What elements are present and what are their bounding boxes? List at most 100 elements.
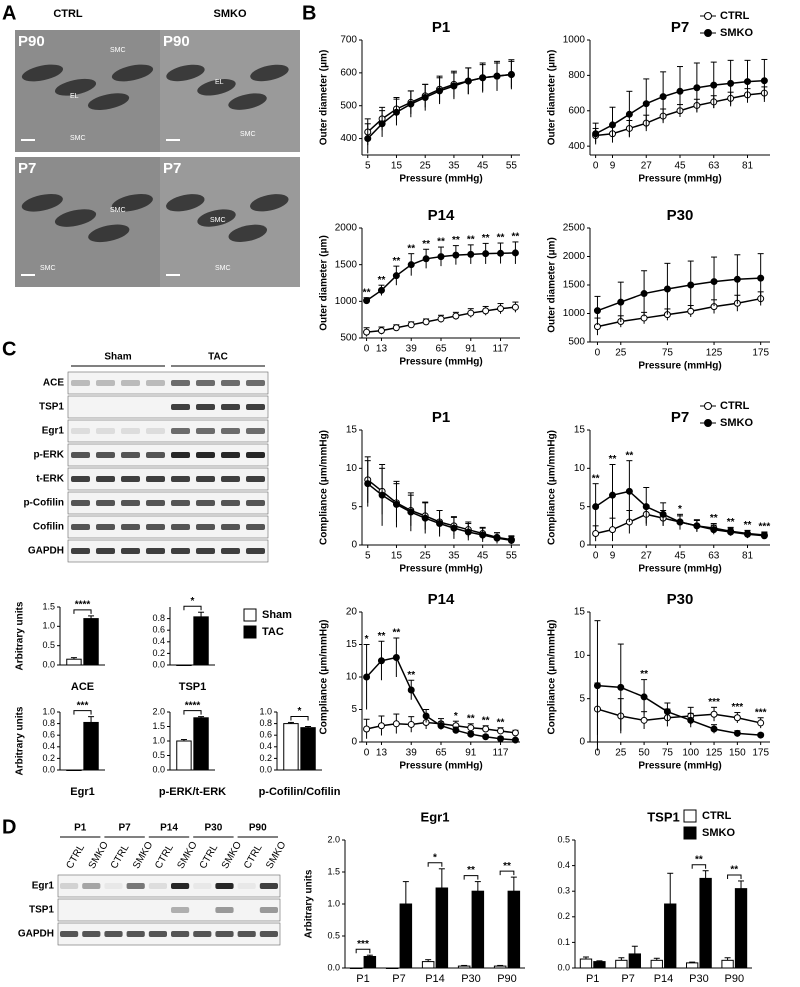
tissue-label: EL — [70, 93, 79, 100]
blot-band — [171, 548, 190, 554]
y-tick-label: 0.2 — [557, 911, 570, 921]
blot-row-label: Egr1 — [32, 881, 55, 892]
lane-label: SMKO — [175, 840, 199, 871]
point — [593, 682, 601, 690]
significance: ** — [497, 717, 505, 728]
point — [687, 281, 695, 289]
x-tick-label: 117 — [493, 344, 509, 355]
significance: ** — [378, 275, 386, 286]
significance: ** — [482, 233, 490, 244]
y-tick-label: 700 — [340, 35, 357, 46]
blot-band — [121, 476, 140, 482]
significance: *** — [759, 522, 771, 533]
stage-label: P90 — [18, 33, 45, 50]
x-tick-label: P7 — [392, 973, 405, 985]
blot-band — [246, 476, 265, 482]
significance-bracket — [727, 874, 742, 879]
point — [592, 503, 600, 511]
blot-band — [215, 883, 234, 889]
y-tick-label: 0.5 — [42, 640, 55, 650]
significance: *** — [708, 697, 720, 708]
micrograph-texture — [54, 209, 97, 227]
blot-band — [71, 428, 90, 434]
stage-label: P7 — [18, 160, 36, 177]
y-tick-label: 600 — [340, 67, 357, 78]
significance: ** — [727, 517, 735, 528]
x-tick-label: 81 — [742, 551, 754, 562]
y-tick-label: 2000 — [335, 223, 358, 234]
x-tick-label: 150 — [729, 748, 746, 759]
stage-label: P14 — [160, 823, 178, 834]
significance: ** — [592, 473, 600, 484]
significance: **** — [75, 600, 91, 611]
significance: ** — [422, 239, 430, 250]
significance: *** — [77, 700, 89, 711]
blot-band — [121, 380, 140, 386]
legend-label: CTRL — [720, 400, 750, 412]
blot-band — [171, 452, 190, 458]
legend-swatch — [243, 625, 257, 639]
blot-band — [121, 548, 140, 554]
point — [363, 673, 371, 681]
point — [617, 683, 625, 691]
point — [676, 87, 684, 95]
blot-row-label: GAPDH — [28, 546, 64, 557]
point — [744, 78, 751, 86]
point — [467, 250, 475, 258]
point — [422, 712, 430, 720]
legend-swatch — [683, 826, 697, 840]
blot-band — [82, 931, 101, 937]
point — [511, 729, 519, 737]
y-tick-label: 1.0 — [42, 706, 55, 716]
blot-band — [96, 476, 115, 482]
significance: * — [191, 596, 195, 607]
group-label: Sham — [104, 352, 131, 363]
point — [609, 121, 616, 129]
point — [727, 528, 735, 536]
significance: ** — [710, 513, 718, 524]
x-tick-label: 0 — [595, 348, 601, 359]
lane-label: CTRL — [109, 842, 132, 870]
y-tick-label: 0.4 — [557, 860, 570, 870]
x-axis-title: Pressure (mmHg) — [638, 361, 721, 372]
point — [392, 272, 400, 280]
x-tick-label: 0 — [595, 748, 601, 759]
micrograph-texture — [21, 193, 63, 212]
blot-strip — [67, 467, 269, 491]
y-axis-title: Compliance (μm/mmHg) — [547, 430, 558, 545]
point — [592, 530, 600, 537]
blot-row-label: p-ERK — [33, 450, 64, 461]
micrograph-texture — [21, 64, 64, 82]
y-tick-label: 0.6 — [42, 730, 55, 740]
x-tick-label: 45 — [674, 551, 686, 562]
significance: *** — [755, 707, 767, 718]
significance-bracket — [73, 609, 92, 614]
blot-strip — [67, 395, 269, 419]
blot-band — [171, 524, 190, 530]
blot-band — [171, 476, 190, 482]
point — [497, 305, 505, 313]
point — [482, 250, 490, 258]
significance-bracket — [73, 710, 92, 715]
y-axis-title: Outer diameter (μm) — [547, 50, 558, 146]
chart-title: P7 — [671, 19, 689, 36]
panel-label: B — [302, 2, 316, 24]
bar — [734, 888, 748, 969]
point — [363, 725, 371, 733]
point — [609, 491, 616, 499]
micrograph — [160, 157, 300, 287]
point — [364, 480, 372, 488]
point — [676, 518, 684, 526]
legend-label: SMKO — [720, 417, 753, 429]
x-tick-label: 91 — [465, 748, 477, 759]
bar — [193, 616, 209, 666]
stage-label: P7 — [118, 823, 131, 834]
point — [363, 297, 371, 305]
point — [687, 716, 695, 724]
point — [663, 285, 671, 293]
point — [407, 100, 415, 108]
x-tick-label: P1 — [586, 973, 599, 985]
series-line — [597, 684, 761, 736]
significance: ** — [497, 233, 505, 244]
micrograph-texture — [111, 64, 154, 82]
